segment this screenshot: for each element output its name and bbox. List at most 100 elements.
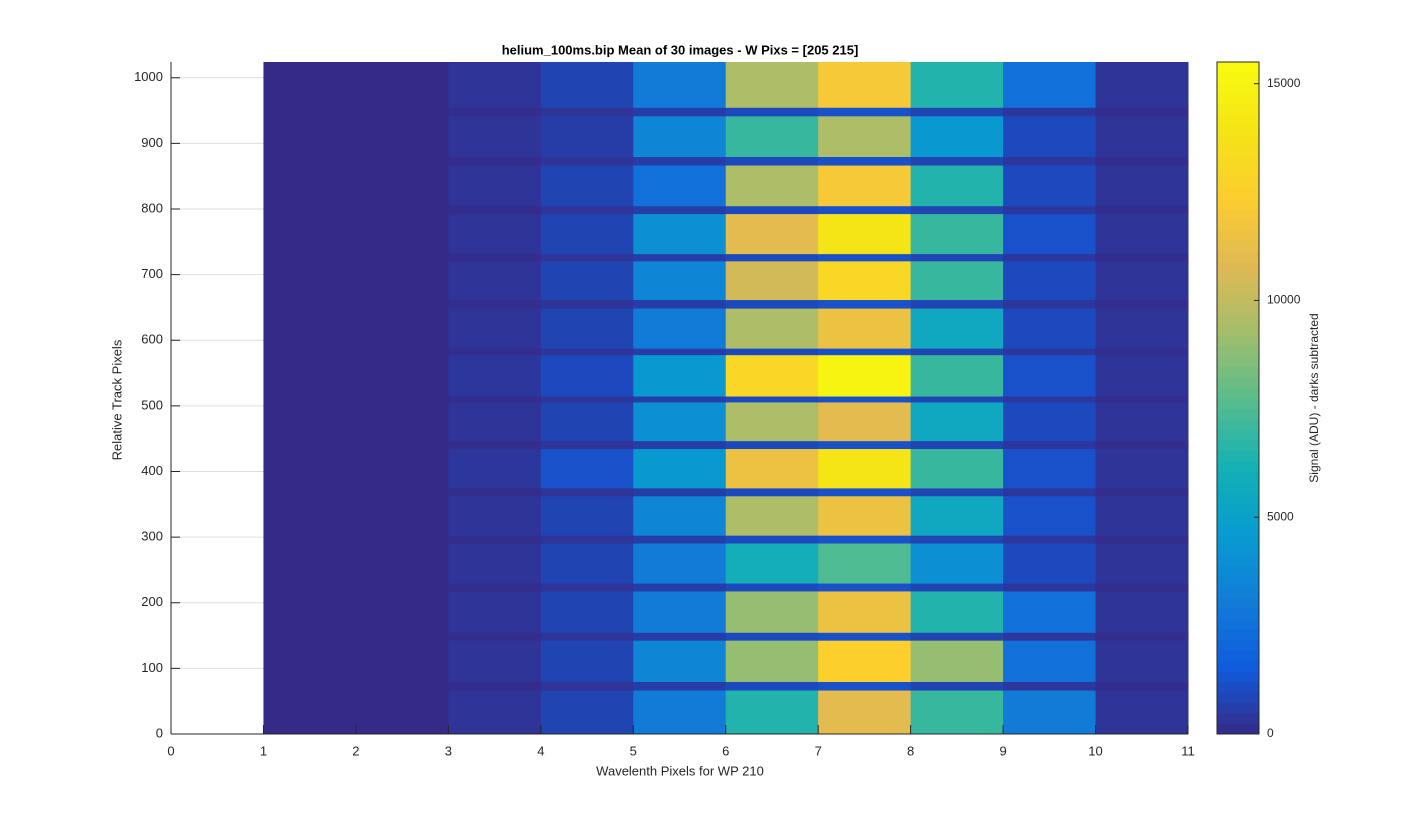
heatmap-cell	[910, 640, 1004, 682]
heatmap-cell	[725, 440, 819, 450]
heatmap-cell	[633, 690, 727, 735]
heatmap-cell	[725, 448, 819, 489]
heatmap-cell	[263, 632, 357, 641]
heatmap-cell	[1095, 354, 1189, 397]
colorbar-swatch	[1217, 608, 1259, 619]
colorbar-swatch	[1217, 702, 1259, 714]
heatmap-cell	[725, 348, 819, 356]
heatmap-cell	[1095, 632, 1189, 641]
heatmap-cell	[540, 681, 634, 691]
heatmap-cell	[725, 401, 819, 442]
y-tick-label: 100	[141, 660, 163, 675]
colorbar-swatch	[1217, 482, 1259, 493]
heatmap-cell	[1095, 115, 1189, 157]
heatmap-cell	[355, 495, 449, 536]
heatmap-cell	[725, 107, 819, 117]
heatmap-cell	[725, 681, 819, 691]
colorbar-swatch	[1217, 114, 1259, 126]
colorbar-swatch	[1217, 671, 1259, 682]
heatmap-cell	[448, 115, 542, 157]
heatmap-cell	[1095, 440, 1189, 450]
heatmap-cell	[725, 543, 819, 584]
heatmap-cell	[263, 253, 357, 262]
heatmap-cell	[355, 487, 449, 497]
heatmap-cell	[263, 156, 357, 166]
heatmap-cell	[263, 448, 357, 489]
heatmap-cell	[1095, 487, 1189, 497]
colorbar-swatch	[1217, 198, 1259, 210]
heatmap-cell	[263, 115, 357, 157]
heatmap-cell	[1095, 495, 1189, 536]
x-tick-label: 0	[167, 743, 174, 758]
colorbar-swatch	[1217, 440, 1259, 451]
heatmap-cell	[355, 348, 449, 356]
x-tick-label: 4	[537, 743, 544, 758]
colorbar-swatch	[1217, 240, 1259, 252]
heatmap-cell	[1095, 299, 1189, 309]
heatmap-cell	[1003, 632, 1097, 641]
colorbar-swatch	[1217, 230, 1259, 241]
heatmap-cell	[910, 205, 1004, 215]
heatmap-cell	[1095, 348, 1189, 356]
heatmap-cell	[1003, 260, 1097, 301]
heatmap-cell	[263, 308, 357, 349]
y-tick-label: 900	[141, 135, 163, 150]
colorbar-swatch	[1217, 62, 1259, 73]
colorbar-swatch	[1217, 692, 1259, 703]
heatmap-cell	[540, 348, 634, 356]
colorbar-swatch	[1217, 408, 1259, 420]
heatmap-cell	[540, 543, 634, 584]
colorbar-swatch	[1217, 450, 1259, 462]
heatmap-cell	[1095, 253, 1189, 262]
heatmap-cell	[633, 253, 727, 262]
heatmap-cell	[1003, 448, 1097, 489]
heatmap-cell	[725, 396, 819, 403]
x-tick-label: 8	[907, 743, 914, 758]
heatmap-cell	[355, 260, 449, 301]
heatmap-cell	[1003, 690, 1097, 735]
colorbar-swatch	[1217, 723, 1259, 735]
heatmap-cell	[355, 165, 449, 207]
heatmap-cell	[448, 348, 542, 356]
heatmap-cell	[540, 590, 634, 633]
heatmap-cell	[1003, 440, 1097, 450]
heatmap-cell	[633, 308, 727, 349]
heatmap-cell	[448, 253, 542, 262]
x-tick-label: 3	[445, 743, 452, 758]
heatmap-cell	[263, 487, 357, 497]
heatmap-cell	[818, 213, 912, 255]
heatmap-cell	[1095, 681, 1189, 691]
heatmap-cell	[1095, 156, 1189, 166]
heatmap-cell	[355, 396, 449, 403]
heatmap-cell	[818, 535, 912, 544]
heatmap-cell	[448, 632, 542, 641]
colorbar-swatch	[1217, 314, 1259, 325]
heatmap-cell	[448, 107, 542, 117]
heatmap-cell	[818, 690, 912, 735]
y-tick-label: 0	[156, 725, 163, 740]
heatmap-cell	[725, 690, 819, 735]
heatmap-cell	[540, 253, 634, 262]
heatmap-cell	[448, 590, 542, 633]
heatmap-cell	[540, 583, 634, 592]
x-tick-label: 11	[1181, 743, 1195, 758]
colorbar-swatch	[1217, 471, 1259, 483]
heatmap-cell	[540, 205, 634, 215]
heatmap-cell	[910, 62, 1004, 108]
heatmap-cell	[633, 495, 727, 536]
heatmap-cell	[725, 487, 819, 497]
heatmap-cell	[818, 448, 912, 489]
heatmap-cell	[448, 401, 542, 442]
heatmap-cell	[633, 62, 727, 108]
heatmap-cell	[818, 640, 912, 682]
colorbar-swatch	[1217, 618, 1259, 630]
heatmap-cell	[263, 590, 357, 633]
x-tick-label: 6	[722, 743, 729, 758]
y-tick-label: 400	[141, 463, 163, 478]
heatmap-cell	[725, 156, 819, 166]
heatmap-cell	[355, 681, 449, 691]
heatmap-cell	[355, 213, 449, 255]
heatmap-cell	[1095, 583, 1189, 592]
heatmap-cell	[633, 681, 727, 691]
